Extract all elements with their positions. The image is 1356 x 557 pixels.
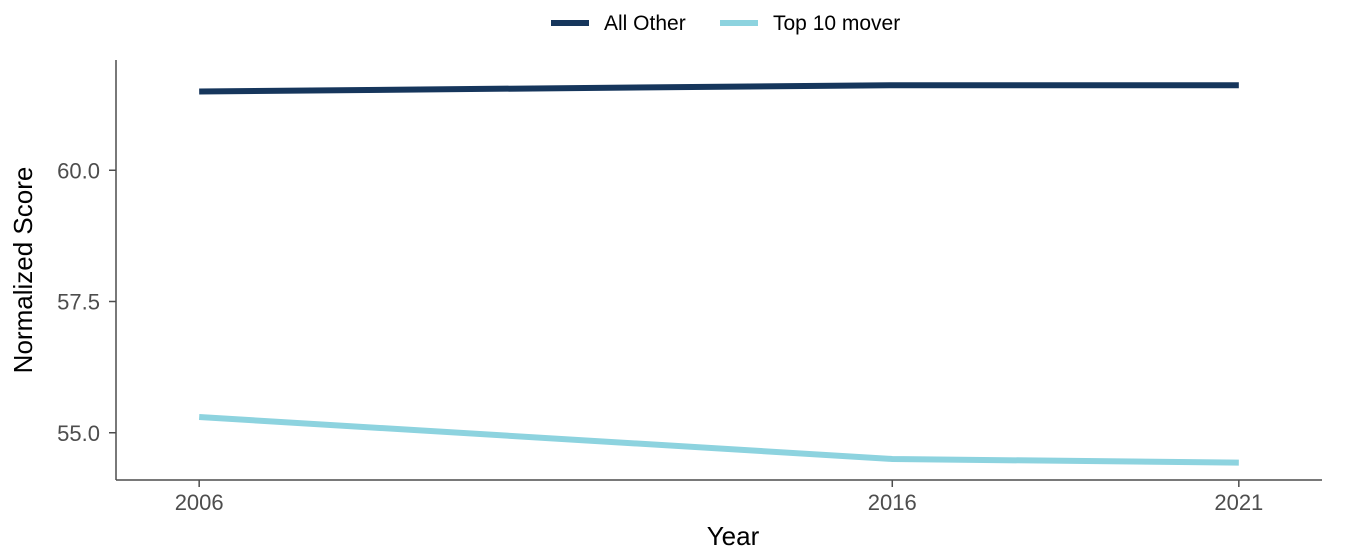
legend-label-all-other: All Other [604, 12, 686, 35]
x-axis-title: Year [707, 521, 760, 551]
y-tick-label: 55.0 [57, 421, 100, 446]
y-tick-label: 60.0 [57, 158, 100, 183]
x-tick-label: 2021 [1214, 490, 1263, 515]
series-line-all-other [199, 85, 1239, 91]
legend: All Other Top 10 mover [551, 12, 900, 35]
series-line-top-10-mover [199, 417, 1239, 463]
y-tick-label: 57.5 [57, 290, 100, 315]
x-tick-label: 2006 [175, 490, 224, 515]
x-tick-label: 2016 [868, 490, 917, 515]
legend-label-top-10-mover: Top 10 mover [773, 12, 900, 35]
y-axis-title: Normalized Score [8, 167, 38, 374]
